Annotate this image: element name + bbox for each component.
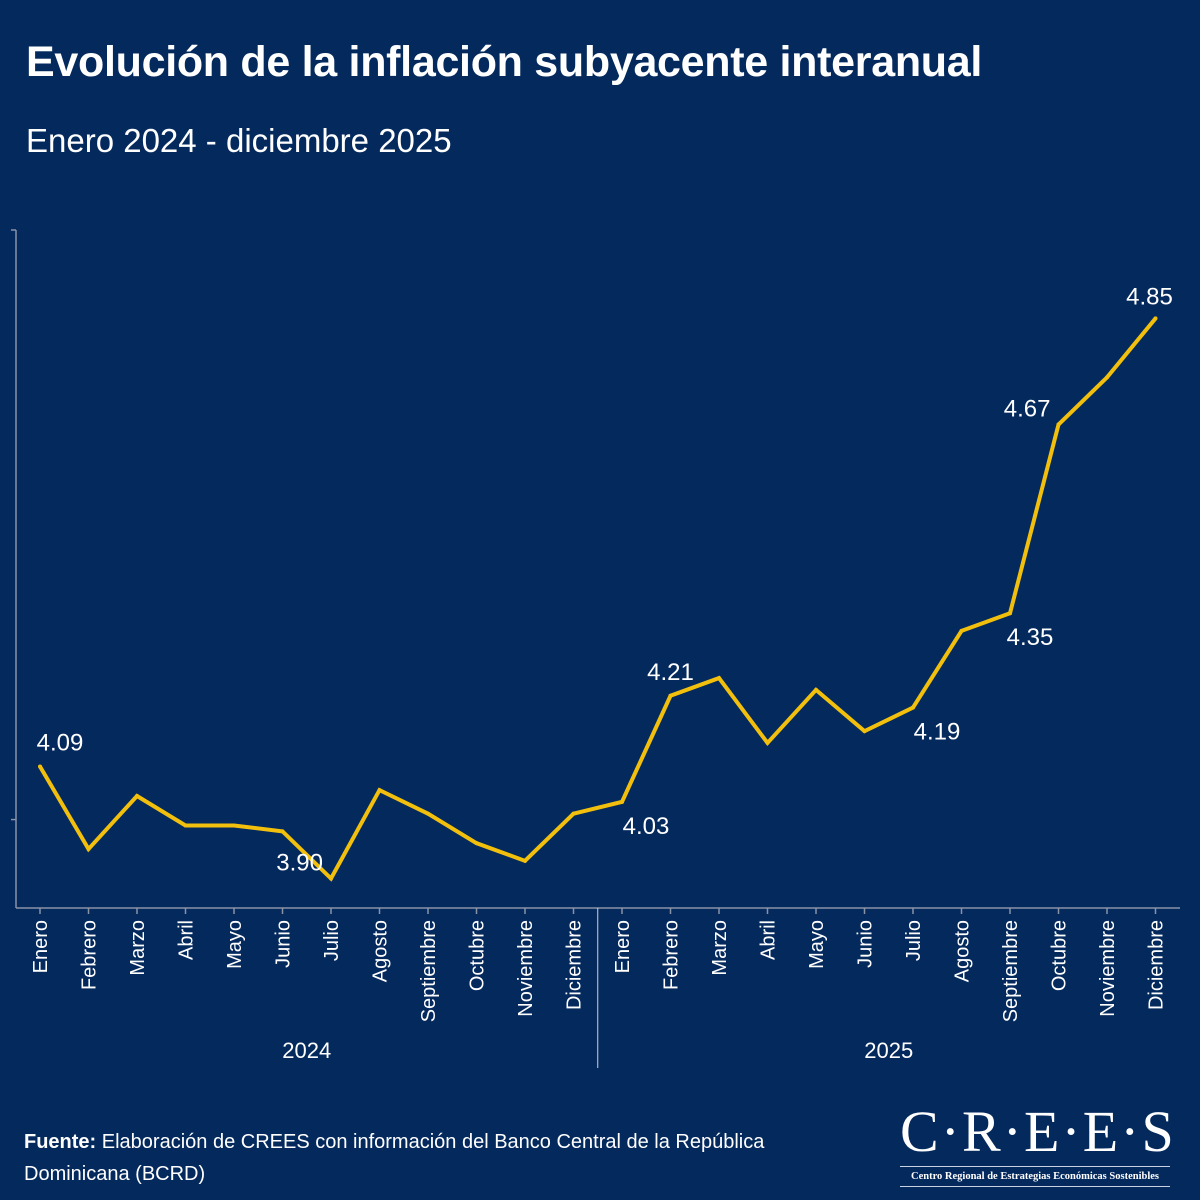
- data-point: [38, 764, 42, 769]
- data-point: [135, 793, 139, 798]
- x-tick-label: Enero: [612, 920, 634, 973]
- x-tick-label: Abril: [176, 920, 198, 960]
- data-label: 4.03: [623, 813, 670, 840]
- data-point: [620, 799, 624, 804]
- data-point: [377, 788, 382, 793]
- data-label: 4.21: [647, 659, 694, 686]
- data-label: 3.90: [276, 850, 323, 877]
- x-tick-label: Marzo: [127, 920, 149, 976]
- data-point: [426, 811, 430, 816]
- chart-title: Evolución de la inflación subyacente int…: [26, 38, 983, 86]
- data-point: [911, 705, 915, 710]
- x-tick-label: Noviembre: [1097, 920, 1119, 1017]
- series-line: [38, 317, 1158, 882]
- data-point: [717, 676, 721, 681]
- crees-logo: C·R·E·E·S Centro Regional de Estrategias…: [900, 1099, 1176, 1187]
- x-tick-label: Abril: [758, 920, 780, 960]
- data-point: [765, 740, 770, 745]
- x-tick-label: Junio: [855, 920, 877, 968]
- data-point: [232, 823, 236, 828]
- data-point: [1008, 611, 1012, 616]
- data-point: [959, 628, 964, 633]
- x-tick-label: Febrero: [79, 920, 101, 990]
- logo-wordmark: C·R·E·E·S: [900, 1099, 1176, 1164]
- year-group-label: 2024: [282, 1038, 331, 1063]
- x-tick-label: Febrero: [661, 920, 683, 990]
- x-tick-label: Noviembre: [515, 920, 537, 1017]
- x-tick-label: Octubre: [1049, 920, 1071, 991]
- source-label: Fuente:: [24, 1131, 97, 1153]
- data-point: [571, 811, 576, 816]
- data-point: [280, 829, 285, 834]
- data-point: [1056, 422, 1061, 427]
- x-tick-label: Mayo: [806, 920, 828, 969]
- data-label: 4.85: [1126, 283, 1173, 310]
- x-tick-label: Septiembre: [418, 920, 440, 1022]
- x-tick-label: Agosto: [952, 920, 974, 982]
- data-label: 4.35: [1007, 624, 1054, 651]
- x-tick-label: Marzo: [709, 920, 731, 976]
- source-note: Fuente: Elaboración de CREES con informa…: [24, 1126, 854, 1190]
- data-point: [183, 823, 188, 828]
- x-tick-label: Julio: [321, 920, 343, 961]
- data-label: 4.09: [37, 730, 84, 757]
- x-tick-label: Septiembre: [1000, 920, 1022, 1022]
- data-point: [86, 847, 91, 852]
- data-point: [814, 687, 818, 692]
- logo-tagline: Centro Regional de Estrategias Económica…: [900, 1166, 1170, 1187]
- x-tick-label: Diciembre: [564, 920, 586, 1010]
- chart-subtitle: Enero 2024 - diciembre 2025: [26, 122, 452, 159]
- x-tick-label: Octubre: [467, 920, 489, 991]
- data-point: [1153, 316, 1158, 321]
- source-text: Elaboración de CREES con información del…: [24, 1131, 765, 1185]
- x-tick-label: Enero: [30, 920, 52, 973]
- data-point: [474, 841, 479, 846]
- data-point: [1105, 375, 1109, 380]
- data-point: [329, 876, 333, 881]
- year-group-label: 2025: [864, 1038, 913, 1063]
- data-point: [862, 729, 867, 734]
- x-tick-label: Junio: [273, 920, 295, 968]
- x-tick-label: Agosto: [370, 920, 392, 982]
- x-tick-label: Julio: [903, 920, 925, 961]
- x-tick-label: Mayo: [224, 920, 246, 969]
- data-label: 4.19: [914, 719, 961, 746]
- data-label: 4.67: [1004, 396, 1051, 423]
- data-point: [668, 693, 673, 698]
- data-point: [523, 858, 527, 863]
- x-tick-label: Diciembre: [1146, 920, 1168, 1010]
